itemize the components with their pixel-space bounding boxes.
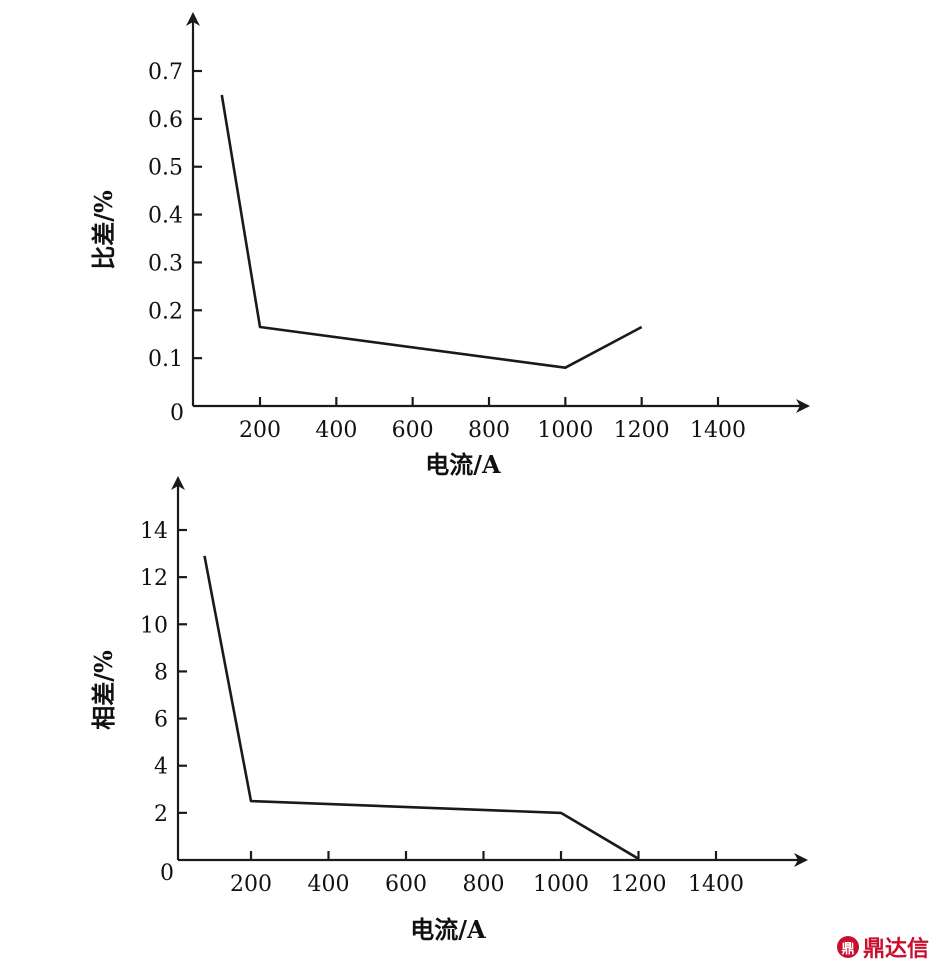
x-tick-label: 1200 bbox=[611, 872, 667, 897]
x-axis-label: 电流/A bbox=[425, 450, 501, 479]
y-tick-label: 0.1 bbox=[148, 347, 183, 372]
ratio-error-chart: 200 400 600 800 1000 1200 1400 0.1 0.2 0.3 0.4 0.5 0… bbox=[89, 12, 810, 479]
y-tick-label: 2 bbox=[154, 802, 168, 827]
y-axis-label: 比差/% bbox=[89, 190, 118, 270]
y-tick-label: 0.5 bbox=[148, 156, 183, 181]
y-tick-label: 10 bbox=[140, 613, 168, 638]
x-tick-label: 800 bbox=[468, 418, 510, 443]
x-tick-label: 1000 bbox=[533, 872, 589, 897]
x-tick-label: 600 bbox=[385, 872, 427, 897]
watermark: 鼎 鼎达信 bbox=[836, 931, 929, 963]
origin-label: 0 bbox=[160, 861, 174, 886]
x-tick-label: 200 bbox=[239, 418, 281, 443]
x-tick-label: 800 bbox=[463, 872, 505, 897]
watermark-logo-icon: 鼎 bbox=[836, 936, 859, 958]
x-axis-label: 电流/A bbox=[410, 915, 486, 944]
y-tick-label: 6 bbox=[154, 708, 168, 733]
x-tick-label: 1000 bbox=[537, 418, 593, 443]
y-tick-label: 8 bbox=[154, 660, 168, 685]
y-tick-label: 14 bbox=[140, 519, 168, 544]
y-tick-label: 0.3 bbox=[148, 251, 183, 276]
series-line bbox=[203, 555, 640, 860]
x-tick-label: 1400 bbox=[690, 418, 746, 443]
phase-error-chart: 200 400 600 800 1000 1200 1400 2 4 6 8 10 12 14 0 电流/A 相… bbox=[89, 476, 808, 944]
x-tick-label: 600 bbox=[392, 418, 434, 443]
watermark-text: 鼎达信 bbox=[862, 937, 929, 962]
y-tick-label: 0.6 bbox=[148, 108, 183, 133]
x-tick-label: 400 bbox=[315, 418, 357, 443]
y-tick-label: 0.7 bbox=[148, 60, 183, 85]
y-tick-label: 4 bbox=[154, 755, 168, 780]
y-tick-label: 0.4 bbox=[148, 204, 183, 229]
x-tick-label: 400 bbox=[308, 872, 350, 897]
y-axis-label: 相差/% bbox=[89, 650, 118, 730]
x-tick-label: 200 bbox=[230, 872, 272, 897]
origin-label: 0 bbox=[170, 401, 184, 426]
x-tick-label: 1400 bbox=[688, 872, 744, 897]
x-tick-label: 1200 bbox=[614, 418, 670, 443]
y-tick-label: 0.2 bbox=[148, 299, 183, 324]
series-line bbox=[220, 94, 643, 370]
y-tick-label: 12 bbox=[140, 566, 168, 591]
